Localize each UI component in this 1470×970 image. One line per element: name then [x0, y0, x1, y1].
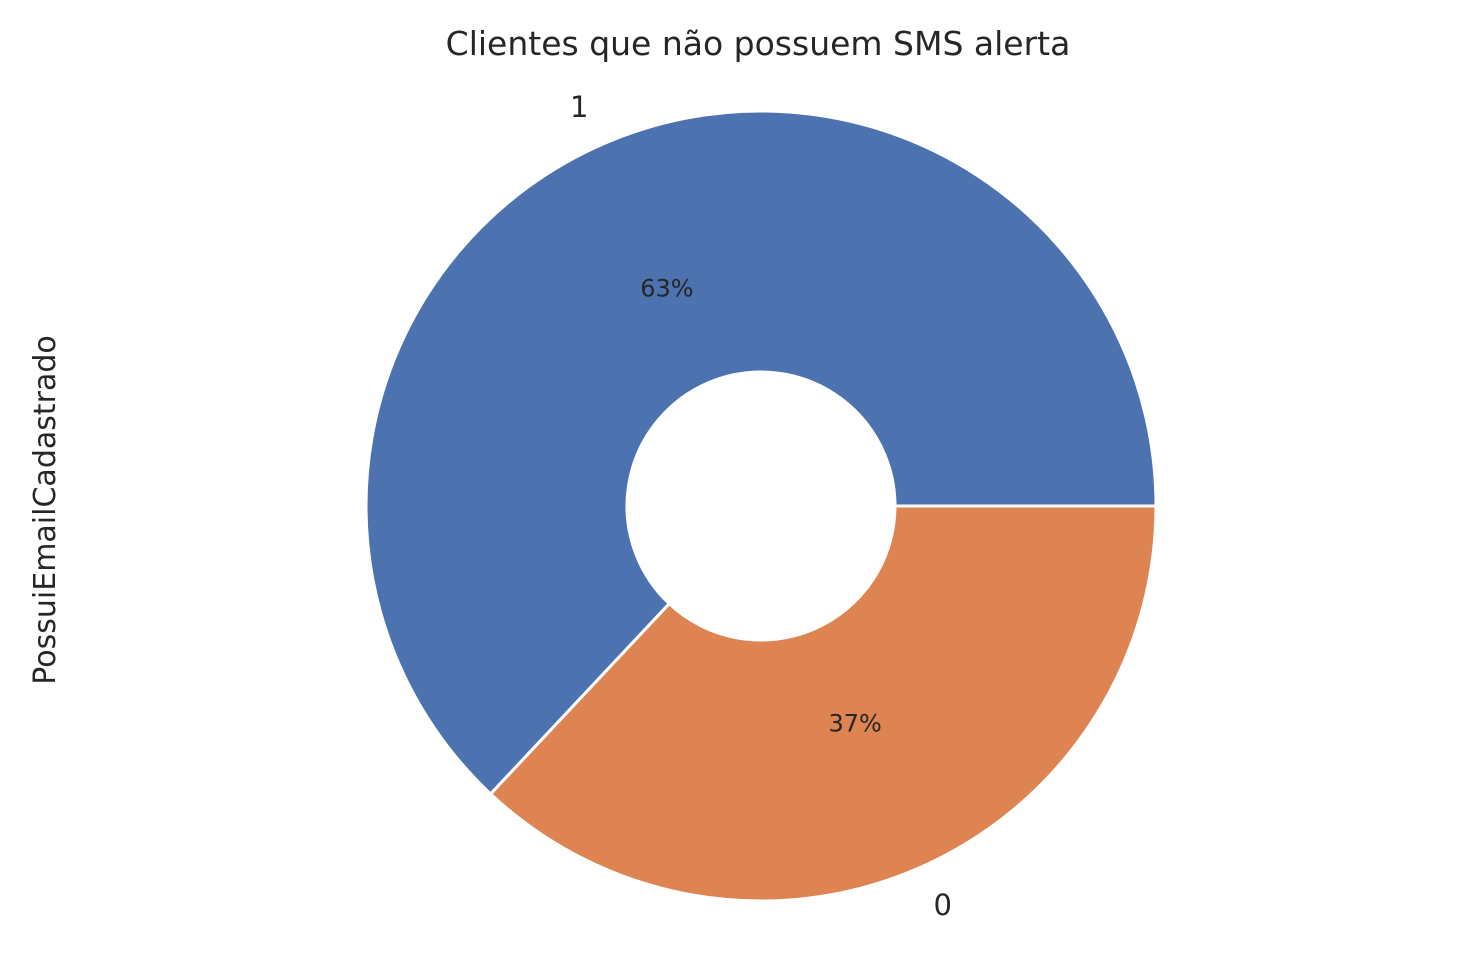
chart-title: Clientes que não possuem SMS alerta — [446, 24, 1071, 63]
y-axis-label: PossuiEmailCadastrado — [28, 335, 63, 684]
slice-category-label: 1 — [570, 90, 588, 124]
pie-slice-1 — [364, 109, 1158, 797]
slice-percent-label: 63% — [640, 274, 693, 302]
pie-slice-0 — [488, 504, 1158, 903]
pie-labels: 1 63% 0 37% — [570, 90, 952, 922]
slice-category-label: 0 — [934, 888, 952, 922]
slice-percent-label: 37% — [828, 710, 881, 738]
pie-slices — [364, 109, 1158, 903]
